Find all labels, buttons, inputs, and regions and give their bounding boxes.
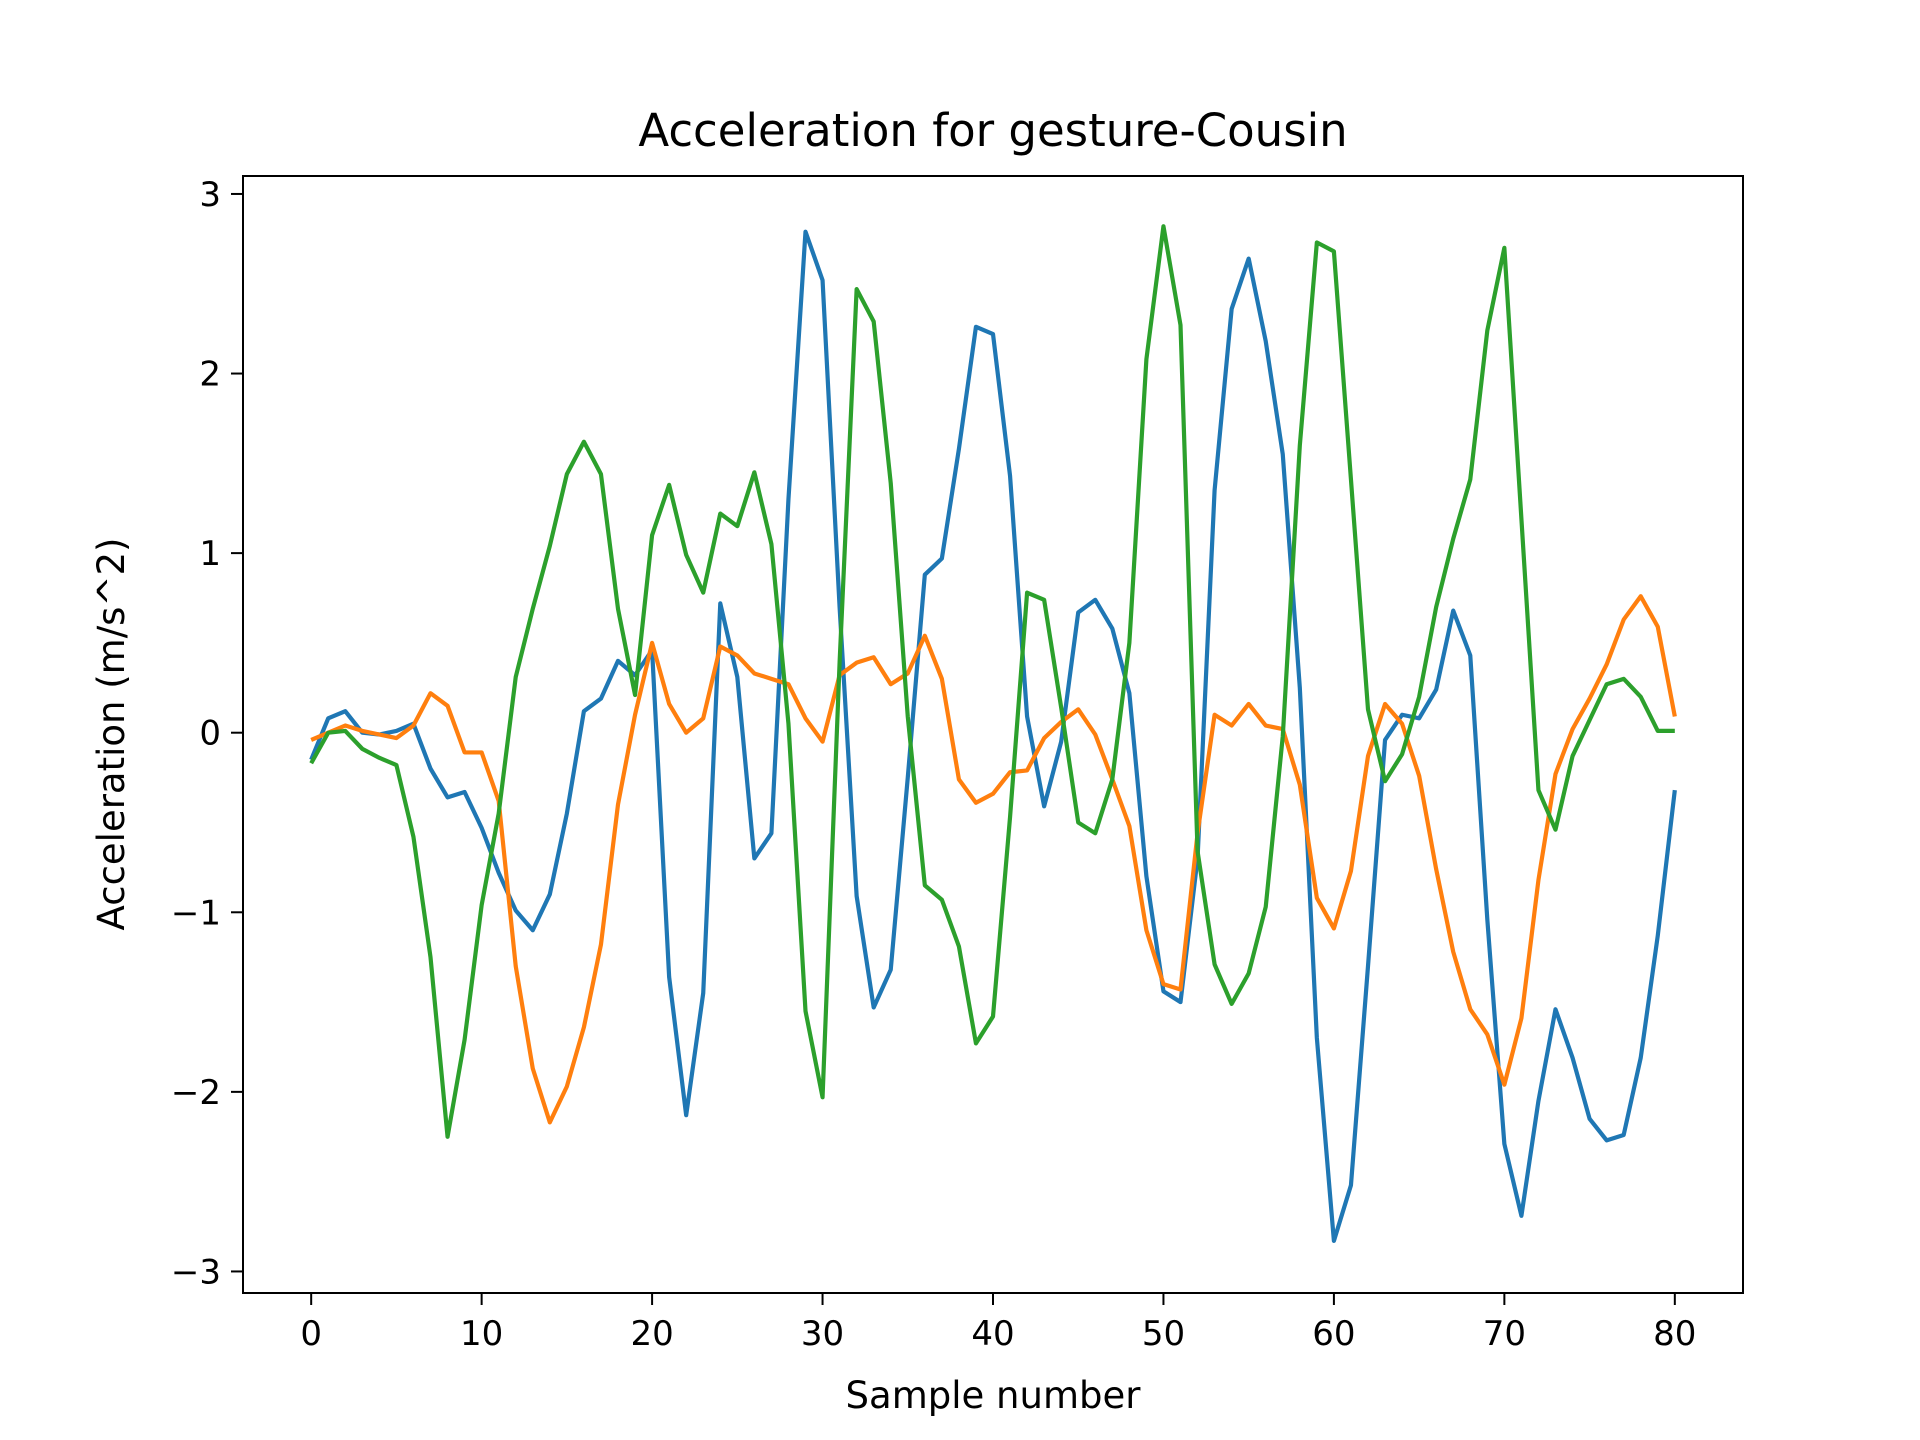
- y-tick-label: 3: [199, 175, 221, 215]
- x-tick-label: 60: [1312, 1314, 1355, 1354]
- x-tick-label: 50: [1142, 1314, 1185, 1354]
- x-tick-label: 30: [801, 1314, 844, 1354]
- plot-frame: [242, 175, 1744, 1294]
- series-layer: [309, 224, 1677, 1244]
- x-axis: 0 10 20 30 40 50 60 70 80: [300, 1293, 1696, 1354]
- series-line-1: [309, 229, 1677, 1244]
- x-tick-label: 70: [1483, 1314, 1526, 1354]
- y-tick-label: 2: [199, 355, 221, 395]
- y-tick-label: −3: [171, 1252, 221, 1292]
- y-tick-label: −1: [171, 893, 221, 933]
- y-tick-label: 1: [199, 534, 221, 574]
- series-line-3: [309, 224, 1675, 1139]
- x-tick-label: 20: [630, 1314, 673, 1354]
- y-axis: −3 −2 −1 0 1 2 3: [171, 175, 243, 1292]
- series-line-2: [310, 594, 1677, 1125]
- y-tick-label: −2: [171, 1073, 221, 1113]
- y-axis-label: Acceleration (m/s^2): [90, 538, 133, 931]
- y-tick-label: 0: [199, 714, 221, 754]
- chart-title: Acceleration for gesture-Cousin: [638, 104, 1347, 157]
- x-tick-label: 80: [1653, 1314, 1696, 1354]
- x-tick-label: 0: [300, 1314, 322, 1354]
- x-axis-label: Sample number: [846, 1374, 1142, 1417]
- x-tick-label: 10: [460, 1314, 503, 1354]
- x-tick-label: 40: [971, 1314, 1014, 1354]
